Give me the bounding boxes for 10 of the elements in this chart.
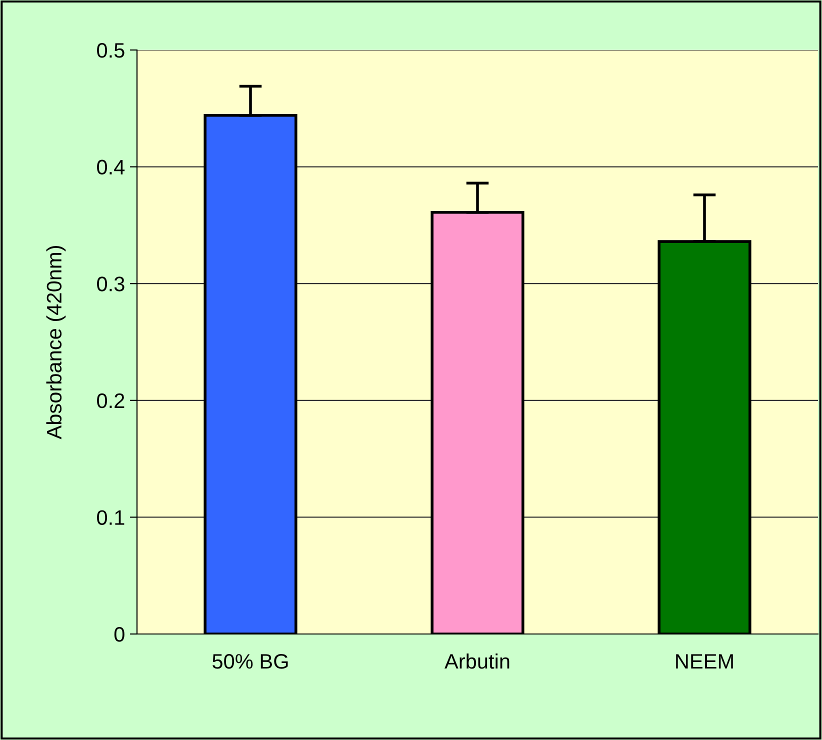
y-tick-label: 0.4	[97, 160, 125, 175]
y-tick-label: 0	[114, 627, 124, 642]
y-axis-title: Absorbance (420nm)	[46, 246, 66, 440]
x-tick-label: 50% BG	[212, 654, 288, 669]
x-tick-label: Arbutin	[444, 653, 510, 669]
x-tick-label: NEEM	[676, 654, 733, 669]
y-tick-label: 0.3	[97, 276, 124, 292]
y-tick-label: 0.1	[97, 510, 124, 525]
y-tick-label: 0.2	[97, 393, 124, 408]
y-tick-label: 0.5	[97, 43, 124, 58]
